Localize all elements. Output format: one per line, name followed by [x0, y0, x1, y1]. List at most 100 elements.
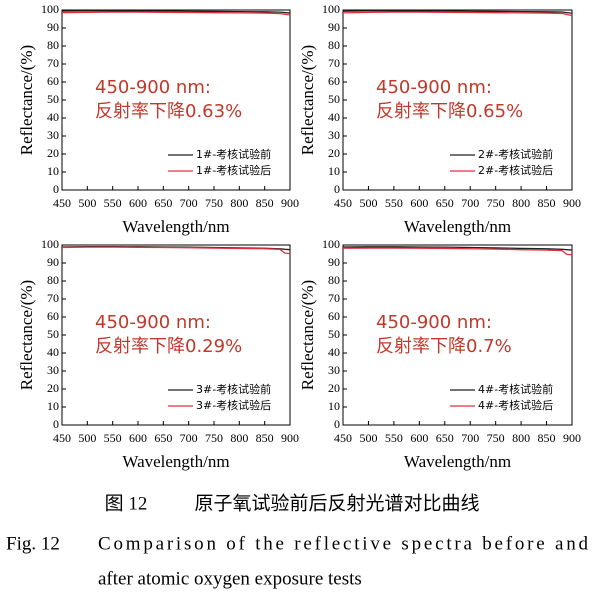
x-tick-label: 550 — [385, 431, 403, 445]
y-tick-label: 70 — [47, 291, 59, 305]
y-tick-label: 10 — [47, 399, 59, 413]
legend-label: 3#-考核试验后 — [196, 398, 271, 412]
x-tick-label: 750 — [487, 431, 505, 445]
y-tick-label: 20 — [328, 381, 340, 395]
x-tick-label: 800 — [230, 196, 248, 210]
legend-label: 1#-考核试验后 — [196, 163, 271, 177]
legend-label: 4#-考核试验后 — [478, 398, 553, 412]
y-tick-label: 0 — [53, 182, 59, 196]
x-tick-label: 600 — [410, 196, 428, 210]
x-tick-label: 650 — [154, 431, 172, 445]
x-tick-label: 900 — [281, 431, 299, 445]
y-tick-label: 10 — [47, 164, 59, 178]
legend-label: 2#-考核试验后 — [478, 163, 553, 177]
x-tick-label: 700 — [461, 196, 479, 210]
y-tick-label: 20 — [47, 381, 59, 395]
x-tick-label: 450 — [53, 431, 71, 445]
y-tick-label: 60 — [47, 74, 59, 88]
caption-en-line: after atomic oxygen exposure tests — [98, 568, 362, 589]
y-axis-label: Reflectance/(%) — [17, 280, 36, 390]
x-tick-label: 800 — [230, 431, 248, 445]
x-tick-label: 450 — [334, 196, 352, 210]
data-line — [61, 11, 291, 16]
y-tick-label: 60 — [328, 74, 340, 88]
plot-frame — [342, 9, 573, 191]
y-tick-label: 40 — [47, 345, 59, 359]
y-tick-label: 30 — [47, 128, 59, 142]
y-tick-label: 80 — [47, 38, 59, 52]
y-tick-label: 20 — [47, 146, 59, 160]
y-tick-label: 80 — [328, 273, 340, 287]
y-tick-label: 90 — [47, 20, 59, 34]
x-tick-label: 500 — [78, 431, 96, 445]
x-tick-label: 650 — [436, 196, 454, 210]
y-tick-label: 30 — [47, 363, 59, 377]
x-tick-label: 850 — [538, 431, 556, 445]
y-tick-label: 50 — [328, 92, 340, 106]
legend-label: 1#-考核试验前 — [196, 147, 271, 161]
x-tick-label: 750 — [205, 196, 223, 210]
y-tick-label: 10 — [328, 399, 340, 413]
x-tick-label: 700 — [180, 431, 198, 445]
legend-label: 3#-考核试验前 — [196, 382, 271, 396]
x-tick-label: 800 — [512, 196, 530, 210]
x-tick-label: 550 — [104, 196, 122, 210]
data-line — [342, 246, 573, 251]
x-axis-label: Wavelength/nm — [404, 217, 511, 236]
plot-frame — [61, 9, 291, 191]
y-tick-label: 40 — [328, 345, 340, 359]
x-tick-label: 900 — [563, 196, 581, 210]
y-tick-label: 30 — [328, 128, 340, 142]
y-tick-label: 50 — [47, 327, 59, 341]
y-tick-label: 10 — [328, 164, 340, 178]
y-tick-label: 70 — [328, 291, 340, 305]
x-tick-label: 600 — [410, 431, 428, 445]
y-tick-label: 50 — [47, 92, 59, 106]
annotation: 反射率下降0.29% — [95, 336, 242, 357]
x-tick-label: 900 — [563, 431, 581, 445]
data-line — [342, 11, 573, 17]
y-tick-label: 30 — [328, 363, 340, 377]
x-tick-label: 700 — [180, 196, 198, 210]
y-tick-label: 20 — [328, 146, 340, 160]
x-axis-label: Wavelength/nm — [404, 452, 511, 471]
x-tick-label: 850 — [256, 196, 274, 210]
y-tick-label: 100 — [322, 237, 340, 251]
x-tick-label: 450 — [53, 196, 71, 210]
data-line — [61, 246, 291, 255]
x-tick-label: 650 — [154, 196, 172, 210]
y-tick-label: 40 — [328, 110, 340, 124]
y-tick-label: 50 — [328, 327, 340, 341]
y-tick-label: 100 — [41, 2, 59, 16]
y-tick-label: 60 — [47, 309, 59, 323]
legend-label: 2#-考核试验前 — [478, 147, 553, 161]
y-tick-label: 80 — [47, 273, 59, 287]
y-tick-label: 0 — [334, 182, 340, 196]
caption-zh-label: 图 12 — [105, 493, 148, 514]
y-axis-label: Reflectance/(%) — [17, 45, 36, 155]
x-tick-label: 750 — [205, 431, 223, 445]
annotation: 450-900 nm: — [95, 77, 211, 98]
annotation: 反射率下降0.65% — [376, 101, 523, 122]
legend-label: 4#-考核试验前 — [478, 382, 553, 396]
x-tick-label: 500 — [78, 196, 96, 210]
x-tick-label: 900 — [281, 196, 299, 210]
y-tick-label: 40 — [47, 110, 59, 124]
x-tick-label: 700 — [461, 431, 479, 445]
y-tick-label: 0 — [53, 417, 59, 431]
x-tick-label: 550 — [104, 431, 122, 445]
x-tick-label: 850 — [256, 431, 274, 445]
y-tick-label: 70 — [47, 56, 59, 70]
y-tick-label: 90 — [328, 20, 340, 34]
x-tick-label: 650 — [436, 431, 454, 445]
y-tick-label: 100 — [41, 237, 59, 251]
x-tick-label: 500 — [359, 431, 377, 445]
y-tick-label: 70 — [328, 56, 340, 70]
y-tick-label: 60 — [328, 309, 340, 323]
x-axis-label: Wavelength/nm — [122, 452, 229, 471]
annotation: 450-900 nm: — [376, 312, 492, 333]
x-axis-label: Wavelength/nm — [122, 217, 229, 236]
x-tick-label: 450 — [334, 431, 352, 445]
caption-en-line: Comparison of the reflective spectra bef… — [98, 533, 589, 554]
